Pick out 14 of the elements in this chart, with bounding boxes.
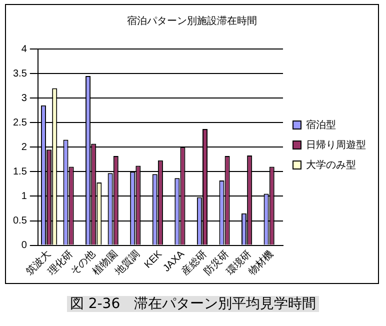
y-tick-label: 3.5 (12, 68, 28, 80)
y-tick-label: 3 (21, 92, 28, 104)
y-tick-label: 0 (21, 240, 28, 252)
y-tick-label: 0.5 (12, 216, 28, 227)
y-tick-label: 1 (21, 190, 28, 202)
legend-label: 宿泊型 (306, 118, 336, 131)
y-tick-label: 1.5 (12, 166, 28, 178)
caption: 図 2-36 滞在パターン別平均見学時間 (66, 296, 320, 312)
y-tick-label: 2 (21, 142, 28, 153)
y-tick-label: 2.5 (12, 117, 28, 128)
chart-title: 宿泊パターン別施設滞在時間 (127, 14, 257, 27)
legend-label: 日帰り周遊型 (306, 138, 366, 151)
legend-label: 大学のみ型 (306, 158, 356, 171)
y-tick-label: 4 (21, 44, 28, 55)
